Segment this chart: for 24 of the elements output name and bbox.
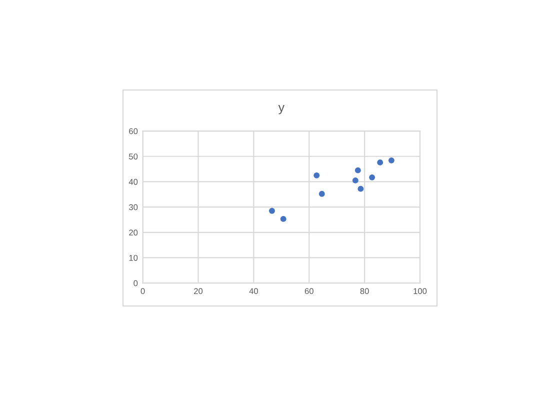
point xyxy=(318,190,325,197)
y-tick-label: 30 xyxy=(128,204,138,210)
x-tick-label: 80 xyxy=(360,288,369,294)
y-tick-label: 10 xyxy=(129,254,138,261)
y-tick-label: 40 xyxy=(128,178,138,185)
x-tick-label: 20 xyxy=(194,288,203,294)
point xyxy=(388,157,394,164)
x-tick-label: 100 xyxy=(414,288,427,294)
x-tick-label: 0 xyxy=(140,288,145,294)
point xyxy=(377,160,384,166)
point xyxy=(354,167,361,174)
x-tick-label: 60 xyxy=(304,288,314,294)
y-tick-label: 50 xyxy=(129,154,138,160)
y-tick-label: 60 xyxy=(129,128,138,134)
x-tick-label: 40 xyxy=(249,288,258,294)
chart-title: y xyxy=(278,104,284,114)
y-tick-label: 0 xyxy=(134,280,138,286)
point xyxy=(280,216,286,222)
point xyxy=(369,174,375,180)
y-tick-label: 20 xyxy=(129,230,138,236)
point xyxy=(352,178,358,184)
point xyxy=(358,186,364,192)
point xyxy=(314,172,320,178)
point xyxy=(269,208,275,214)
